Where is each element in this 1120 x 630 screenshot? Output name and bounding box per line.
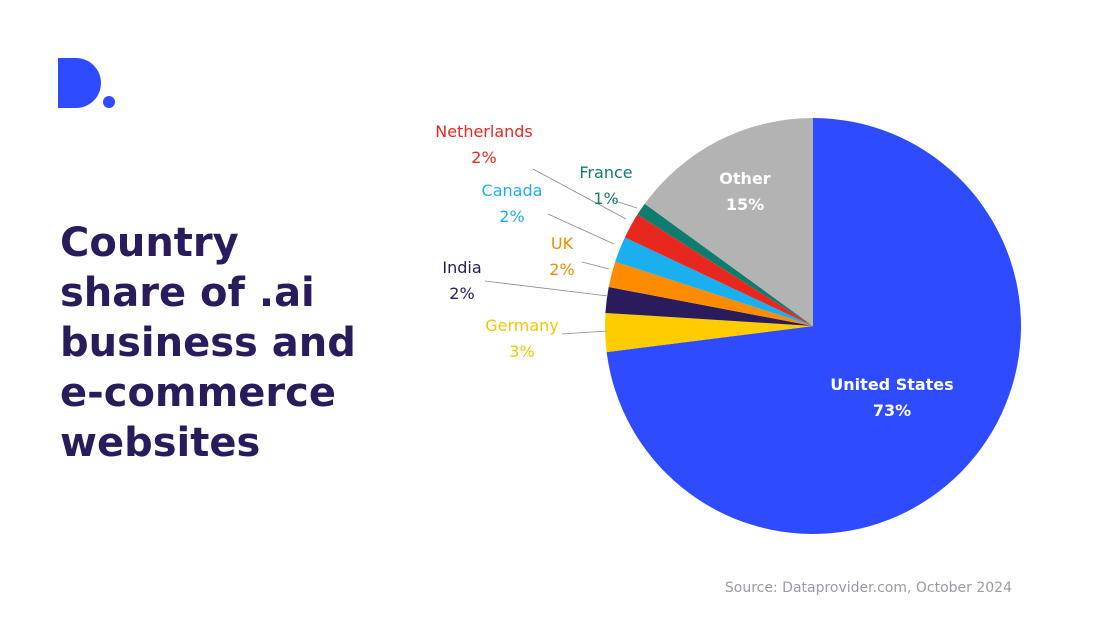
leader-line-france: [611, 199, 638, 209]
source-note: Source: Dataprovider.com, October 2024: [724, 580, 1012, 596]
title-line: share of .ai: [60, 270, 315, 316]
slice-value-germany: 3%: [509, 342, 534, 361]
slice-name-united-states: United States: [830, 375, 953, 394]
slice-name-canada: Canada: [482, 181, 543, 200]
pie-slice-other: [644, 118, 813, 326]
slice-value-india: 2%: [449, 284, 474, 303]
slice-name-other: Other: [719, 169, 770, 188]
pie-slice-netherlands: [624, 214, 813, 326]
pie-slice-germany: [605, 312, 813, 353]
slice-value-other: 15%: [726, 195, 764, 214]
leader-line-germany: [561, 330, 608, 335]
leader-line-canada: [547, 213, 615, 245]
pie-slice-uk: [608, 261, 813, 326]
slice-name-netherlands: Netherlands: [435, 122, 533, 141]
slice-name-germany: Germany: [485, 316, 559, 335]
leader-line-india: [484, 280, 609, 297]
pie-slice-india: [605, 287, 813, 326]
slice-name-france: France: [579, 163, 632, 182]
slice-value-france: 1%: [593, 189, 618, 208]
leader-line-netherlands: [532, 168, 627, 220]
pie-slice-united-states: [606, 118, 1022, 534]
leader-line-uk: [581, 261, 610, 270]
slice-name-uk: UK: [551, 234, 574, 253]
title-line: websites: [60, 420, 261, 466]
pie-slice-canada: [615, 237, 813, 326]
slice-name-india: India: [442, 258, 481, 277]
slice-value-netherlands: 2%: [471, 148, 496, 167]
pie-slice-france: [637, 203, 813, 326]
page-title: Country share of .ai business and e-comm…: [60, 218, 360, 468]
title-line: e-commerce: [60, 370, 336, 416]
slice-value-uk: 2%: [549, 260, 574, 279]
slice-value-united-states: 73%: [873, 401, 911, 420]
slice-value-canada: 2%: [499, 207, 524, 226]
title-line: Country: [60, 220, 239, 266]
dataprovider-logo: [58, 58, 115, 108]
title-line: business and: [60, 320, 356, 366]
